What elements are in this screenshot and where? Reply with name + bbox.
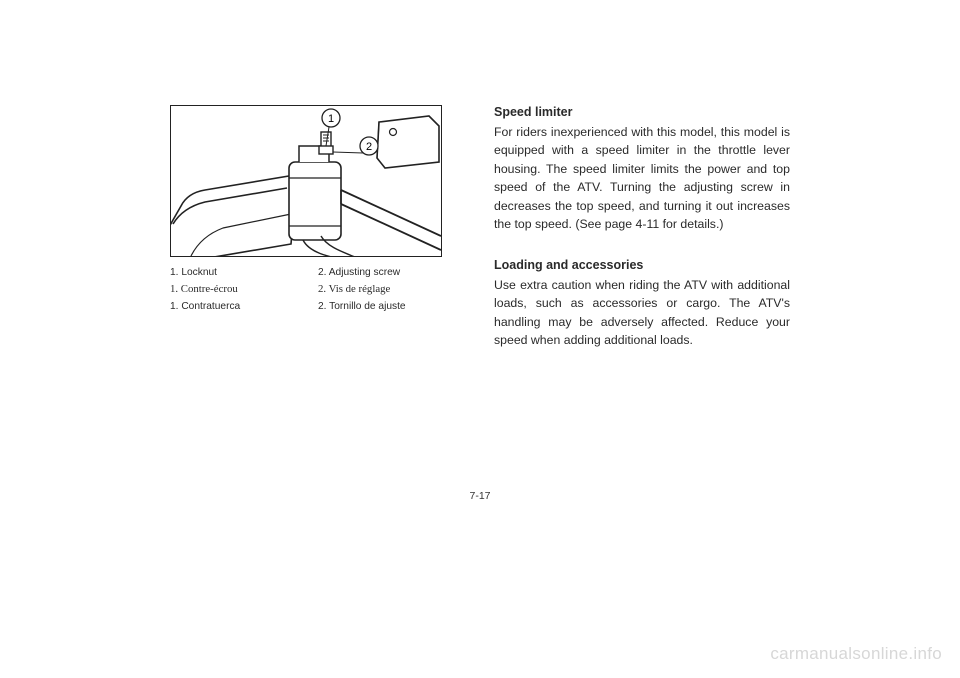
figure-callout-1: 1 — [328, 113, 334, 125]
caption-es-2: 2. Tornillo de ajuste — [318, 299, 466, 315]
left-column: 1 2 1. Locknut 2. Adjusting screw 1. Con… — [170, 105, 466, 373]
two-column-layout: 1 2 1. Locknut 2. Adjusting screw 1. Con… — [170, 105, 790, 373]
figure-svg: 1 2 — [171, 106, 441, 256]
caption-es-1: 1. Contratuerca — [170, 299, 318, 315]
caption-fr-1: 1. Contre-écrou — [170, 281, 318, 298]
heading-loading: Loading and accessories — [494, 258, 790, 272]
page-content: 1 2 1. Locknut 2. Adjusting screw 1. Con… — [170, 105, 790, 373]
caption-en-2: 2. Adjusting screw — [318, 265, 466, 281]
figure-captions: 1. Locknut 2. Adjusting screw 1. Contre-… — [170, 265, 466, 315]
heading-speed-limiter: Speed limiter — [494, 105, 790, 119]
caption-en-1: 1. Locknut — [170, 265, 318, 281]
right-column: Speed limiter For riders inexperienced w… — [494, 105, 790, 373]
page-number: 7-17 — [0, 490, 960, 502]
watermark-text: carmanualsonline.info — [770, 644, 942, 664]
figure-callout-2: 2 — [366, 141, 372, 153]
figure-throttle-housing: 1 2 — [170, 105, 442, 257]
body-speed-limiter: For riders inexperienced with this model… — [494, 123, 790, 234]
caption-fr-2: 2. Vis de réglage — [318, 281, 466, 298]
body-loading: Use extra caution when riding the ATV wi… — [494, 276, 790, 350]
